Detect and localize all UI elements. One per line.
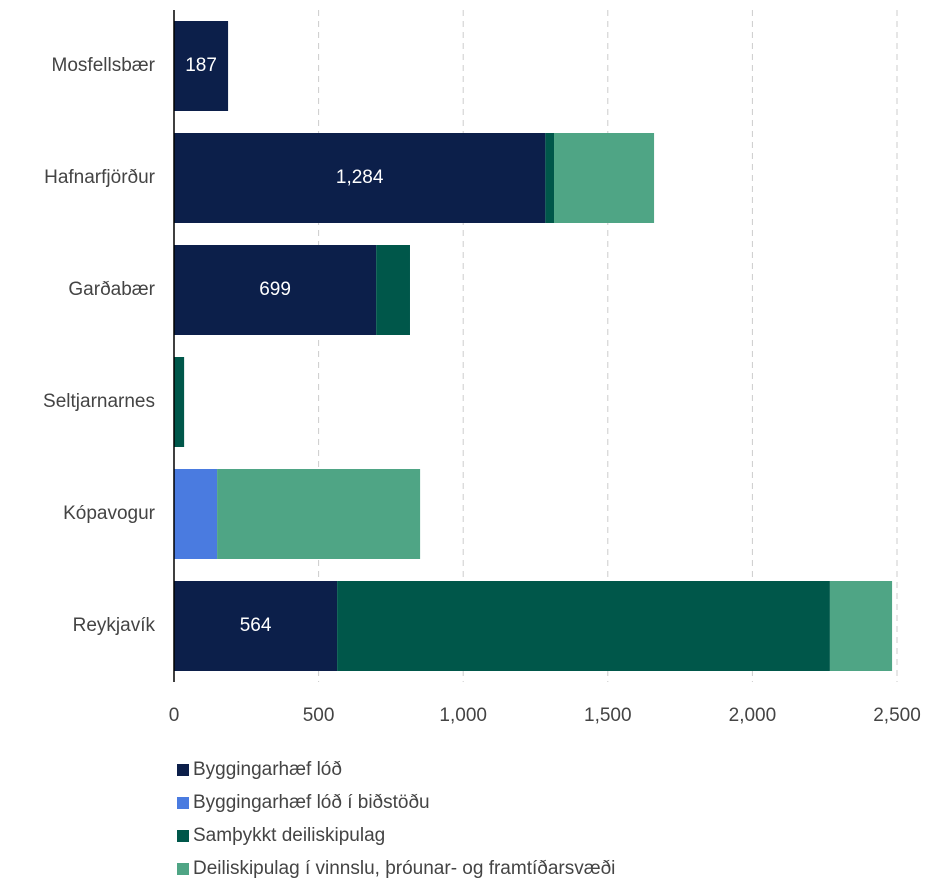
y-tick-label: Kópavogur (63, 503, 156, 524)
value-label: 564 (240, 615, 272, 636)
bar-segment (174, 469, 218, 559)
value-label: 699 (259, 279, 291, 300)
y-tick-label: Hafnarfjörður (44, 167, 156, 188)
bar-segment (376, 245, 410, 335)
bar-segment (545, 133, 555, 223)
legend-swatch (177, 764, 189, 776)
bar-segment (174, 581, 338, 671)
y-tick-label: Reykjavík (73, 615, 156, 636)
value-label: 187 (185, 55, 217, 76)
bar-segment (174, 21, 229, 111)
legend-label: Deiliskipulag í vinnslu, þróunar- og fra… (193, 858, 615, 879)
y-tick-label: Seltjarnarnes (43, 391, 155, 412)
legend-label: Byggingarhæf lóð (193, 759, 342, 780)
legend-swatch (177, 863, 189, 875)
legend-swatch (177, 797, 189, 809)
legend-label: Samþykkt deiliskipulag (193, 825, 385, 846)
bar-segment (554, 133, 655, 223)
bar-segment (174, 245, 377, 335)
y-tick-label: Garðabær (68, 279, 155, 300)
x-tick-label: 2,000 (729, 705, 777, 726)
x-tick-label: 1,500 (584, 705, 632, 726)
bar-segment (174, 357, 185, 447)
legend-swatch (177, 830, 189, 842)
x-tick-label: 500 (303, 705, 335, 726)
legend-label: Byggingarhæf lóð í biðstöðu (193, 792, 430, 813)
y-tick-label: Mosfellsbær (52, 55, 156, 76)
x-tick-label: 1,000 (439, 705, 487, 726)
bar-segment (217, 469, 421, 559)
x-tick-label: 0 (169, 705, 180, 726)
bar-segment (829, 581, 893, 671)
value-label: 1,284 (336, 167, 384, 188)
x-tick-label: 2,500 (873, 705, 921, 726)
bar-segment (337, 581, 830, 671)
bar-segment (174, 133, 546, 223)
